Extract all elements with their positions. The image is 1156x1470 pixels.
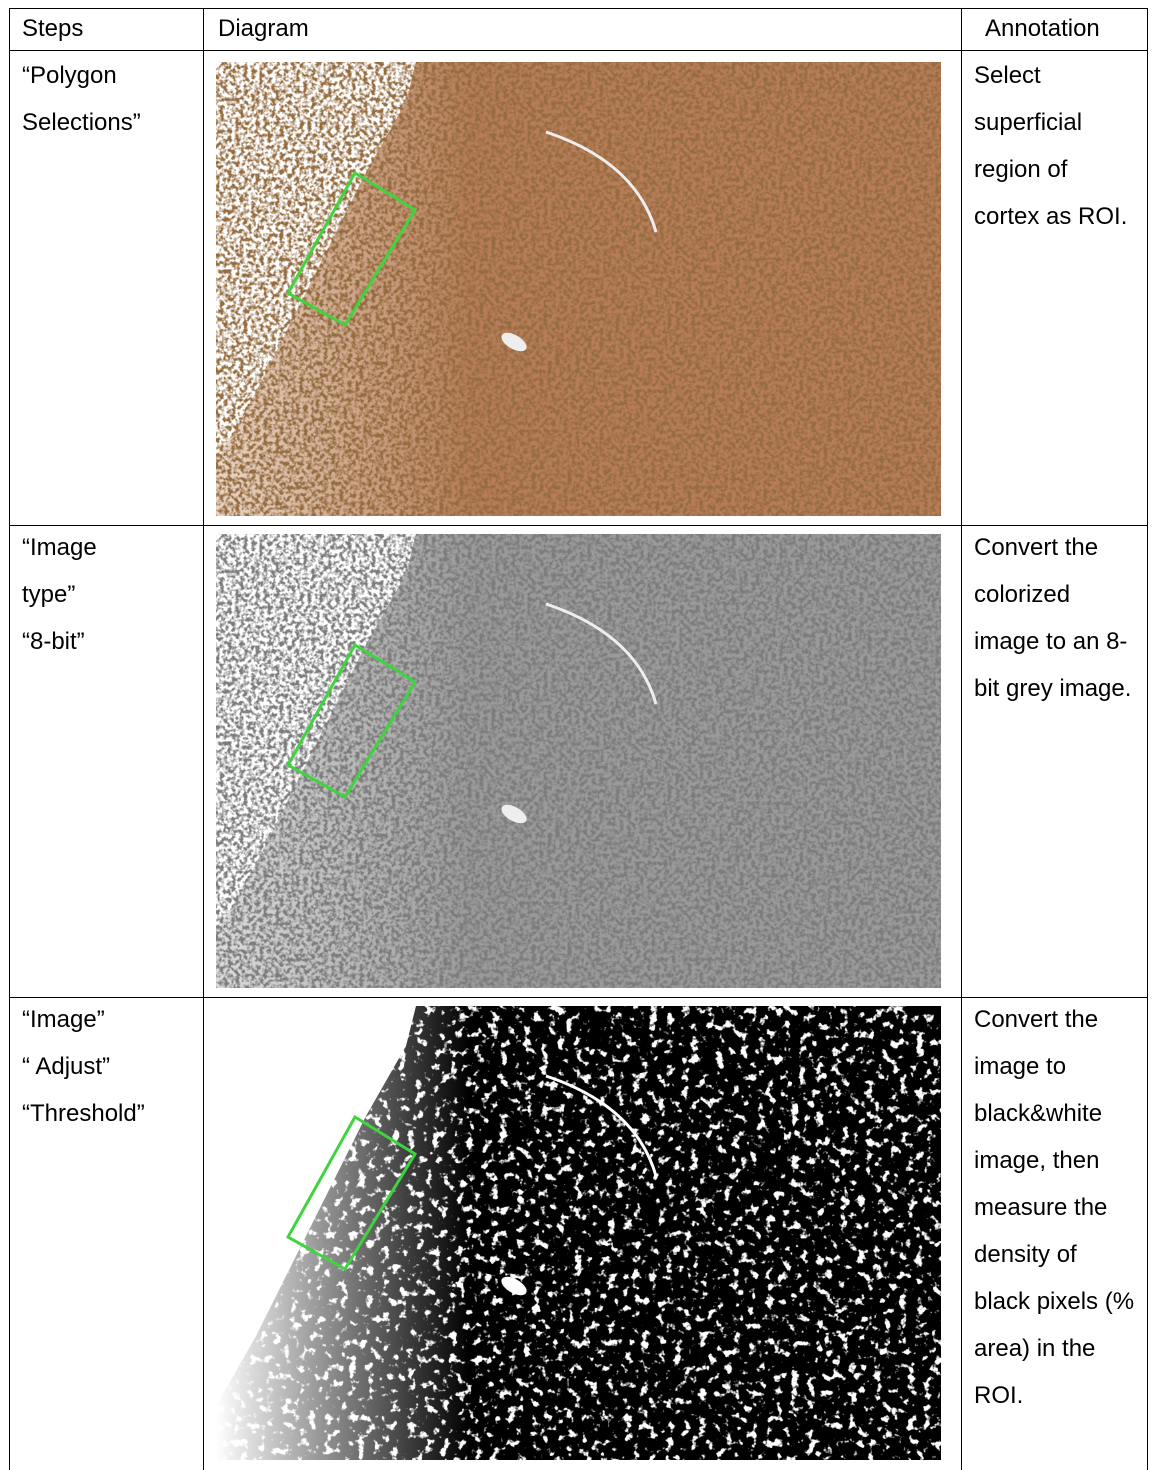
border [9, 8, 10, 1470]
step-text: “ Adjust” [22, 1043, 110, 1090]
border [961, 8, 962, 1470]
step-text: “Polygon [22, 52, 117, 99]
header-steps: Steps [22, 5, 83, 52]
diagram-image [216, 62, 941, 516]
annotation-text: Convert the image to black&white image, … [974, 996, 1139, 1419]
diagram-image [216, 534, 941, 988]
page: Steps Diagram Annotation “PolygonSelecti… [0, 0, 1156, 1470]
step-text: “8-bit” [22, 618, 85, 665]
header-diagram: Diagram [218, 5, 309, 52]
annotation-text: Convert the colorized image to an 8-bit … [974, 524, 1139, 712]
step-text: “Threshold” [22, 1090, 145, 1137]
header-annotation: Annotation [985, 5, 1100, 52]
border [9, 50, 1148, 51]
border [9, 8, 1148, 9]
annotation-text: Select superficial region of cortex as R… [974, 52, 1139, 240]
border [1147, 8, 1148, 1470]
step-text: “Image [22, 524, 97, 571]
diagram-image [216, 1006, 941, 1460]
border [203, 8, 204, 1470]
step-text: type” [22, 571, 75, 618]
step-text: Selections” [22, 99, 141, 146]
step-text: “Image” [22, 996, 105, 1043]
